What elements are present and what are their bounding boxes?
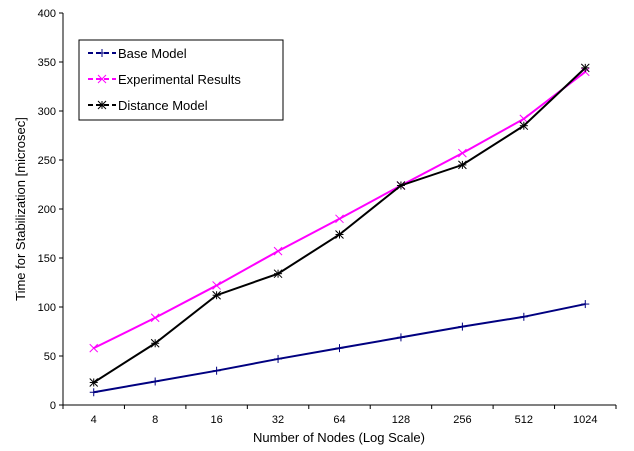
y-tick-label: 100	[38, 302, 56, 314]
y-tick-label: 200	[38, 204, 56, 216]
marker-stroke	[212, 290, 221, 300]
data-point-base-model	[458, 322, 467, 331]
y-tick-label: 0	[50, 400, 56, 412]
x-tick-label: 512	[515, 414, 533, 426]
data-point-base-model	[274, 354, 283, 363]
x-tick-label: 1024	[573, 414, 597, 426]
marker-stroke	[212, 281, 221, 290]
data-point-experimental-results	[458, 148, 467, 158]
x-tick-label: 8	[152, 414, 158, 426]
series-base-model	[89, 300, 590, 397]
data-point-base-model	[581, 300, 590, 309]
marker-stroke	[97, 74, 107, 84]
marker-stroke	[97, 100, 107, 110]
legend-item-experimental-results: Experimental Results	[88, 72, 241, 87]
data-point-base-model	[519, 312, 528, 321]
y-tick-label: 350	[38, 57, 56, 69]
y-tick-label: 250	[38, 155, 56, 167]
x-tick-label: 32	[272, 414, 284, 426]
x-tick-label: 128	[392, 414, 410, 426]
legend-item-distance-model: Distance Model	[88, 98, 208, 113]
legend-swatch-marker	[97, 74, 107, 84]
marker-stroke	[458, 160, 467, 170]
x-tick-label: 256	[453, 414, 471, 426]
legend-item-base-model: Base Model	[88, 46, 187, 61]
data-point-experimental-results	[273, 246, 283, 256]
y-axis-title: Time for Stabilization [microsec]	[13, 117, 28, 301]
x-axis-title: Number of Nodes (Log Scale)	[253, 430, 425, 445]
y-tick-label: 150	[38, 253, 56, 265]
legend-label: Base Model	[118, 46, 187, 61]
marker-stroke	[335, 230, 344, 239]
series-distance-model	[89, 63, 590, 387]
data-point-experimental-results	[335, 214, 344, 224]
legend: Base Model Experimental Results Distance M…	[78, 39, 284, 121]
data-point-experimental-results	[150, 313, 160, 323]
marker-stroke	[396, 181, 406, 190]
data-point-distance-model	[212, 290, 221, 300]
data-point-distance-model	[335, 230, 344, 239]
legend-swatch-marker	[98, 49, 106, 57]
y-tick-label: 50	[44, 351, 56, 363]
marker-stroke	[273, 246, 283, 256]
data-point-distance-model	[519, 121, 529, 131]
data-point-experimental-results	[89, 343, 99, 353]
marker-stroke	[458, 148, 467, 158]
marker-stroke	[273, 269, 283, 279]
data-point-base-model	[212, 366, 221, 375]
data-point-distance-model	[150, 338, 160, 348]
x-tick-label: 4	[91, 414, 97, 426]
legend-label: Distance Model	[118, 98, 208, 113]
legend-swatch-marker	[97, 100, 107, 110]
data-point-experimental-results	[519, 114, 529, 124]
x-tick-label: 16	[210, 414, 222, 426]
legend-label: Experimental Results	[118, 72, 241, 87]
marker-stroke	[580, 63, 590, 73]
axes: 0 50 100 150 200 250 300 350 400 4 8 16 32 64 128 256 51…	[38, 8, 617, 426]
data-point-distance-model	[89, 378, 99, 387]
marker-stroke	[335, 214, 344, 224]
data-point-base-model	[89, 388, 98, 397]
y-tick-label: 300	[38, 106, 56, 118]
marker-stroke	[150, 313, 160, 323]
marker-stroke	[150, 338, 160, 348]
data-point-base-model	[335, 344, 344, 353]
marker-stroke	[519, 121, 529, 131]
x-tick-label: 64	[333, 414, 345, 426]
marker-stroke	[89, 378, 99, 387]
y-tick-label: 400	[38, 8, 56, 20]
data-point-distance-model	[580, 63, 590, 73]
data-point-distance-model	[458, 160, 467, 170]
data-point-base-model	[151, 377, 160, 386]
data-point-distance-model	[273, 269, 283, 279]
data-point-experimental-results	[212, 281, 221, 290]
data-point-distance-model	[396, 181, 406, 190]
series-layer	[89, 63, 590, 397]
data-point-base-model	[396, 333, 405, 342]
marker-stroke	[89, 343, 99, 353]
marker-stroke	[519, 114, 529, 124]
